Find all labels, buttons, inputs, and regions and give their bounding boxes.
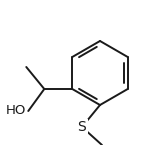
Text: S: S <box>78 120 86 134</box>
Text: HO: HO <box>6 105 26 117</box>
